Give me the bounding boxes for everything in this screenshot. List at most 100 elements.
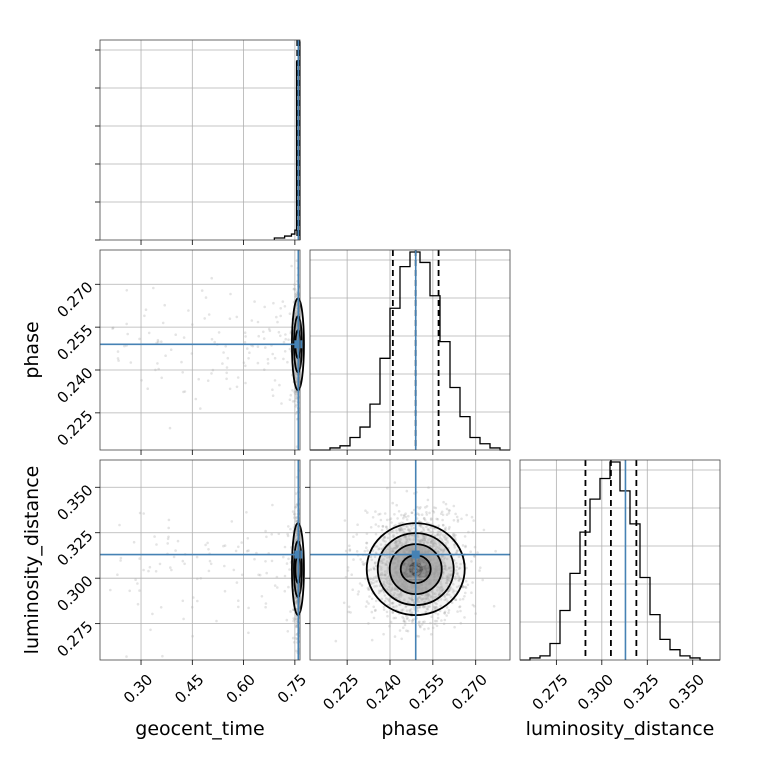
scatter-point	[421, 563, 424, 567]
scatter-point	[408, 610, 412, 613]
histogram-panel-luminosity_distance: 0.275 0.300 0.325 0.350	[519, 459, 721, 714]
scatter-point	[378, 547, 381, 550]
scatter-point	[445, 614, 448, 617]
scatter-point	[416, 561, 419, 564]
scatter-point	[442, 568, 445, 571]
scatter-point	[380, 559, 384, 562]
scatter-point	[433, 572, 436, 576]
scatter-point	[420, 573, 423, 577]
scatter-point	[427, 579, 431, 582]
scatter-point	[417, 587, 420, 590]
scatter-point	[355, 550, 359, 553]
scatter-point	[461, 544, 465, 547]
scatter-point	[435, 562, 439, 565]
scatter-point	[386, 528, 389, 531]
scatter-point	[266, 357, 270, 361]
scatter-point	[140, 379, 143, 382]
scatter-point	[470, 515, 474, 519]
scatter-point	[395, 565, 398, 569]
xtick-label: 0.350	[665, 671, 708, 714]
scatter-point	[440, 538, 444, 541]
scatter-point	[405, 582, 408, 585]
scatter-point	[348, 549, 352, 552]
scatter-point	[441, 534, 445, 537]
scatter-point	[443, 564, 447, 567]
scatter-point	[406, 566, 410, 569]
scatter-point	[444, 502, 448, 506]
scatter-point	[396, 593, 399, 596]
scatter-point	[419, 560, 423, 563]
scatter-point	[402, 543, 405, 546]
scatter-point	[270, 559, 274, 563]
scatter-point	[472, 519, 475, 522]
scatter-point	[409, 566, 412, 569]
scatter-point	[365, 600, 369, 603]
scatter-point	[383, 536, 386, 540]
scatter-point	[459, 609, 462, 613]
scatter-point	[291, 510, 295, 513]
scatter-point	[433, 619, 437, 623]
scatter-point	[279, 307, 282, 310]
scatter-point	[425, 587, 428, 591]
scatter-point	[408, 571, 411, 575]
scatter-point	[295, 649, 298, 653]
scatter-point	[420, 549, 424, 552]
scatter-point	[430, 595, 433, 599]
scatter-point	[143, 314, 146, 318]
scatter-point	[421, 538, 425, 541]
scatter-point	[373, 561, 377, 565]
scatter-point	[425, 505, 429, 508]
scatter-point	[435, 517, 438, 521]
scatter-point	[420, 570, 424, 573]
scatter-point	[149, 628, 152, 632]
scatter-point	[429, 595, 433, 598]
scatter-point	[442, 524, 445, 527]
scatter-point	[403, 585, 406, 589]
scatter-point	[442, 549, 445, 552]
truth-point	[294, 340, 303, 349]
scatter-point	[142, 512, 145, 515]
scatter-point	[429, 541, 432, 544]
scatter-point	[271, 503, 274, 507]
scatter-point	[295, 372, 298, 376]
scatter-point	[283, 350, 287, 353]
scatter-point	[443, 612, 446, 615]
scatter-point	[435, 602, 438, 606]
scatter-point	[400, 528, 403, 532]
scatter-point	[393, 558, 397, 561]
scatter-point	[402, 514, 406, 518]
scatter-point	[428, 579, 432, 582]
scatter-point	[295, 312, 298, 316]
scatter-point	[411, 619, 414, 622]
scatter-point	[391, 535, 395, 538]
scatter-point	[295, 535, 298, 539]
scatter-point	[410, 573, 413, 577]
scatter-point	[421, 570, 425, 573]
scatter-point	[454, 512, 457, 516]
scatter-point	[433, 570, 437, 574]
scatter-point	[385, 526, 388, 529]
scatter-point	[455, 549, 459, 553]
scatter-point	[398, 527, 401, 531]
scatter-point	[295, 617, 298, 621]
scatter-point	[428, 605, 431, 608]
scatter-point	[423, 570, 426, 573]
scatter-point	[378, 512, 382, 516]
scatter-point	[408, 549, 412, 552]
scatter-point	[410, 579, 414, 583]
scatter-point	[408, 566, 411, 569]
scatter-point	[394, 616, 397, 620]
scatter-point	[397, 595, 401, 599]
scatter-point	[410, 586, 414, 590]
scatter-point	[434, 565, 437, 568]
scatter-point	[440, 556, 443, 559]
scatter-point	[457, 575, 460, 578]
scatter-point	[426, 607, 429, 611]
scatter-point	[445, 513, 449, 516]
scatter-point	[442, 500, 445, 504]
scatter-point	[452, 504, 456, 508]
scatter-point	[161, 321, 165, 325]
scatter-point	[406, 525, 409, 528]
scatter-point	[441, 588, 445, 591]
scatter-point	[399, 529, 403, 532]
